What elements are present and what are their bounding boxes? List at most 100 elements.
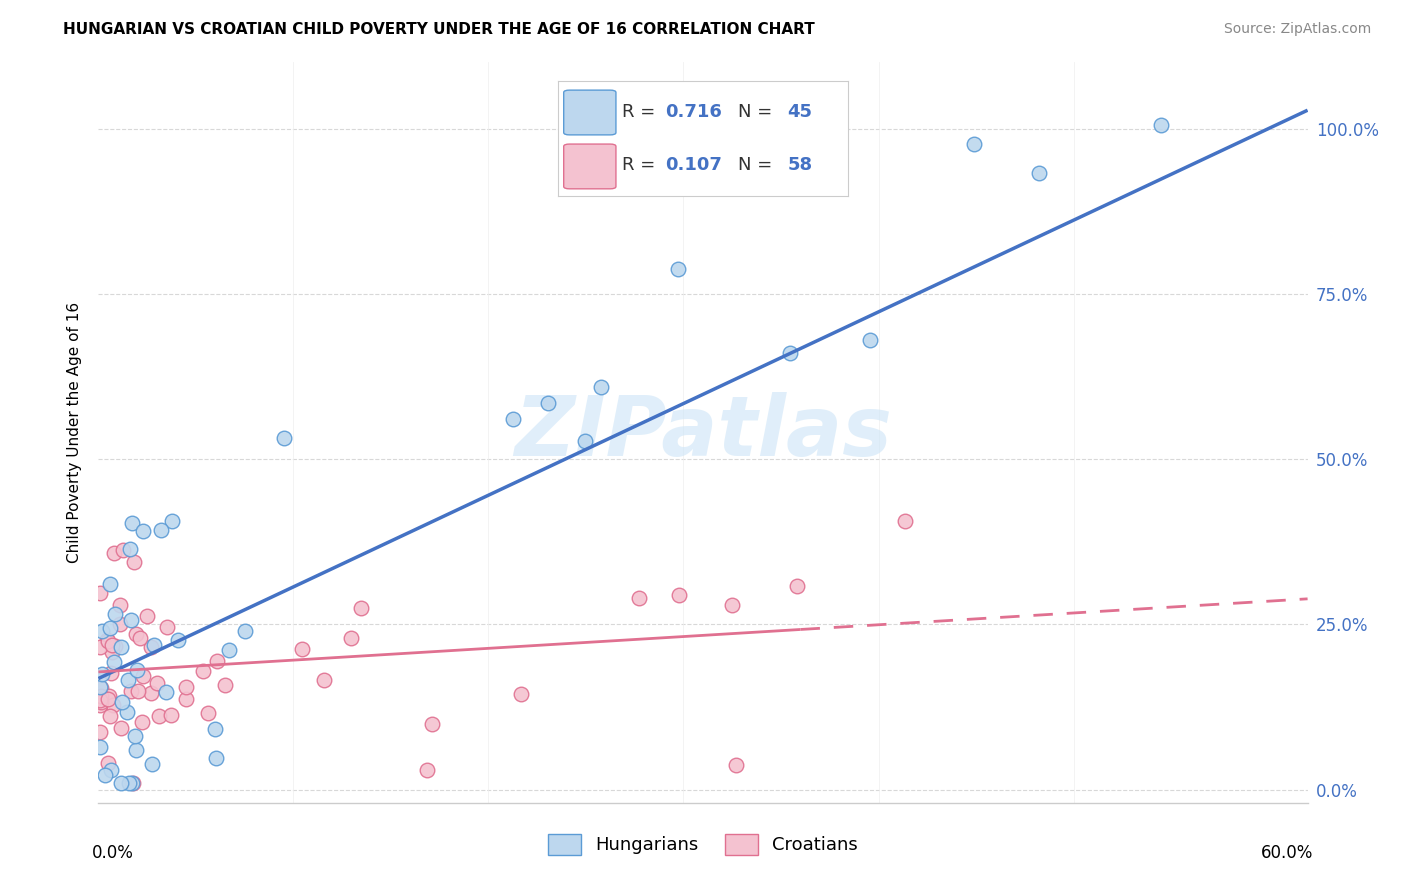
Text: 60.0%: 60.0% [1261,844,1313,862]
Point [509,687,531,701]
Point [101,638,124,652]
Point [416,763,439,777]
Point [108,598,131,612]
Point [312,673,335,688]
Point [666,261,689,276]
Point [174,692,197,706]
Point [127,663,149,677]
Point [89,725,111,739]
Text: HUNGARIAN VS CROATIAN CHILD POVERTY UNDER THE AGE OF 16 CORRELATION CHART: HUNGARIAN VS CROATIAN CHILD POVERTY UNDE… [63,22,815,37]
Text: 0.0%: 0.0% [93,844,134,862]
Point [132,669,155,683]
Point [90,695,112,709]
Point [104,607,127,622]
Point [94,768,117,782]
Point [502,412,524,426]
Point [90,667,112,681]
Point [420,717,443,731]
Point [125,743,148,757]
Point [668,588,690,602]
Point [146,675,169,690]
Point [160,707,183,722]
Point [120,684,142,698]
Point [89,586,111,600]
Point [111,695,134,709]
Point [205,654,228,668]
Point [273,431,295,445]
Point [591,380,613,394]
Point [112,543,135,558]
Point [97,633,120,648]
Point [104,639,127,653]
Point [176,680,198,694]
Point [115,706,138,720]
Y-axis label: Child Poverty Under the Age of 16: Child Poverty Under the Age of 16 [67,302,83,563]
Point [191,664,214,678]
Point [131,714,153,729]
Point [96,632,118,647]
Point [233,624,256,638]
Point [100,763,122,777]
Point [963,137,986,152]
Point [204,750,226,764]
Point [100,666,122,681]
Point [89,680,111,694]
Point [121,516,143,530]
Point [1150,118,1173,132]
Point [340,631,363,645]
Point [120,613,142,627]
Point [108,617,131,632]
Point [156,620,179,634]
Point [197,706,219,721]
Point [721,599,744,613]
Point [725,758,748,772]
Point [218,643,240,657]
Point [101,645,124,659]
Point [98,576,121,591]
Point [350,601,373,615]
Text: ZIPatlas: ZIPatlas [515,392,891,473]
Point [97,756,120,771]
Point [204,722,226,736]
Point [103,546,125,560]
Point [141,756,163,771]
Point [127,684,149,698]
Point [141,640,163,654]
Point [142,638,165,652]
Point [97,689,120,703]
Point [132,524,155,538]
Point [98,709,121,723]
Point [166,632,188,647]
Point [291,642,314,657]
Point [779,346,801,360]
Point [110,640,132,655]
Point [139,686,162,700]
Point [628,591,651,605]
Point [124,555,146,569]
Point [1028,166,1050,180]
Point [786,579,808,593]
Point [89,698,111,712]
Point [537,395,560,409]
Legend: Hungarians, Croatians: Hungarians, Croatians [541,827,865,862]
Point [125,626,148,640]
Point [122,776,145,790]
Point [90,689,112,703]
Point [135,609,157,624]
Point [97,691,120,706]
Point [160,514,183,528]
Point [893,514,915,528]
Text: Source: ZipAtlas.com: Source: ZipAtlas.com [1223,22,1371,37]
Point [110,721,132,735]
Point [859,334,882,348]
Point [89,640,111,654]
Point [124,729,146,743]
Point [117,673,139,687]
Point [110,776,132,790]
Point [148,708,170,723]
Point [89,693,111,707]
Point [214,678,236,692]
Point [574,434,596,448]
Point [89,739,111,754]
Point [91,624,114,638]
